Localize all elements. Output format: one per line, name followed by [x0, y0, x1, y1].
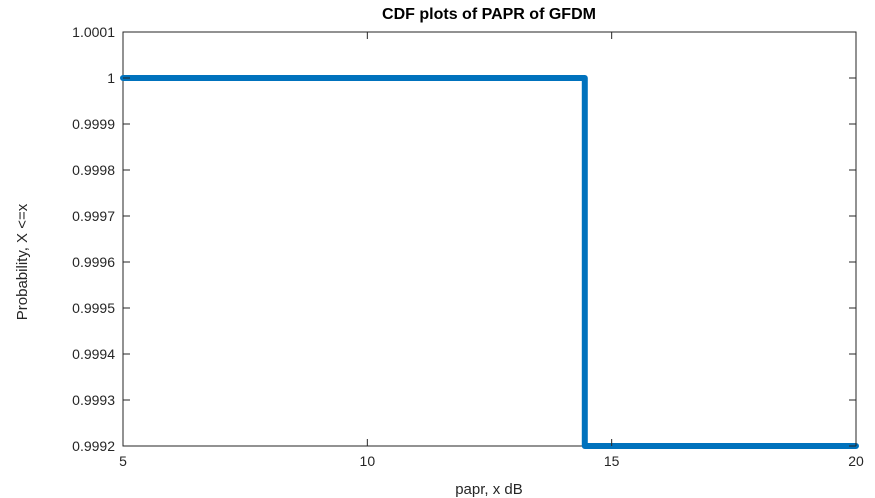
y-tick-label: 0.9992 — [72, 438, 115, 454]
y-axis-label: Probability, X <=x — [14, 203, 31, 320]
y-tick-label: 0.9997 — [72, 208, 115, 224]
x-tick-label: 5 — [119, 453, 127, 469]
plot-area — [120, 31, 859, 449]
chart-title: CDF plots of PAPR of GFDM — [382, 6, 596, 23]
x-tick-label: 10 — [360, 453, 376, 469]
y-tick-label: 0.9998 — [72, 162, 115, 178]
x-tick-label: 20 — [848, 453, 864, 469]
series-line-0 — [120, 75, 859, 449]
y-tick-label: 1 — [107, 70, 115, 86]
x-tick-label: 15 — [604, 453, 620, 469]
y-tick-label: 0.9993 — [72, 392, 115, 408]
x-axis-label: papr, x dB — [455, 481, 523, 498]
axes-box — [122, 31, 857, 447]
y-tick-label: 0.9995 — [72, 300, 115, 316]
y-tick-label: 0.9996 — [72, 254, 115, 270]
y-tick-label: 1.0001 — [72, 24, 115, 40]
y-tick-label: 0.9999 — [72, 116, 115, 132]
y-axis: 0.9992 0.9993 0.9994 0.9995 0.9996 0.9997 0.99… — [72, 24, 856, 454]
y-tick-label: 0.9994 — [72, 346, 115, 362]
x-axis: 5 10 15 20 — [119, 32, 864, 469]
